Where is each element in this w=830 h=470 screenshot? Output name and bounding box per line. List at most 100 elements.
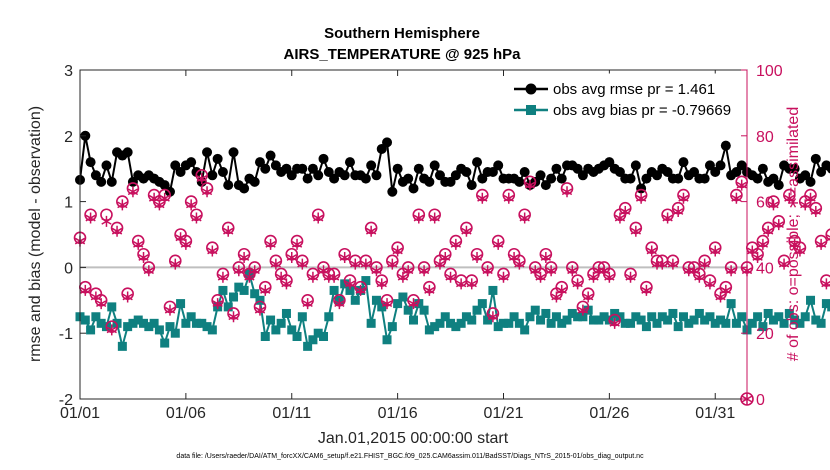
obs-assimilated-point bbox=[366, 225, 377, 237]
obs-assimilated-point bbox=[635, 192, 647, 204]
bias-point bbox=[774, 312, 784, 322]
legend-label-bias: obs avg bias pr = -0.79669 bbox=[553, 102, 731, 119]
bias-point bbox=[271, 325, 281, 335]
rmse-point bbox=[789, 163, 800, 174]
obs-assimilated-point bbox=[662, 212, 673, 224]
bias-point bbox=[498, 318, 508, 328]
y-tick-label: 1 bbox=[64, 195, 73, 212]
bias-point bbox=[657, 312, 667, 322]
obs-assimilated-point bbox=[567, 265, 578, 277]
bias-point bbox=[424, 325, 434, 335]
x-axis-label: Jan.01,2015 00:00:00 start bbox=[318, 430, 509, 447]
obs-assimilated-point bbox=[810, 205, 821, 217]
bias-point bbox=[324, 312, 334, 322]
bias-point bbox=[292, 331, 302, 341]
obs-assimilated-point bbox=[360, 258, 371, 270]
bias-point bbox=[673, 322, 683, 332]
x-tick-label: 01/16 bbox=[378, 405, 418, 422]
obs-assimilated-point bbox=[334, 298, 345, 310]
bias-point bbox=[684, 318, 694, 328]
obs-assimilated-point bbox=[530, 265, 541, 277]
bias-point bbox=[197, 318, 207, 328]
bias-point bbox=[636, 315, 646, 325]
obs-assimilated-point bbox=[143, 265, 154, 277]
bias-point bbox=[758, 322, 768, 332]
y-right-tick-label: 0 bbox=[756, 392, 765, 409]
obs-assimilated-point bbox=[487, 311, 499, 323]
obs-assimilated-point bbox=[461, 225, 472, 237]
y-right-tick-label: 40 bbox=[756, 260, 774, 277]
obs-assimilated-point bbox=[715, 291, 726, 303]
obs-assimilated-point bbox=[768, 199, 779, 211]
obs-assimilated-point bbox=[307, 271, 319, 283]
bias-point bbox=[594, 315, 604, 325]
obs-assimilated-point bbox=[429, 212, 440, 224]
obs-assimilated-point bbox=[434, 258, 446, 270]
bias-point bbox=[678, 312, 688, 322]
obs-assimilated-point bbox=[551, 291, 562, 303]
obs-assimilated-point bbox=[694, 271, 705, 283]
obs-assimilated-point bbox=[397, 271, 409, 283]
y-axis-left: -2 -1 0 1 2 3 bbox=[59, 63, 86, 409]
bias-point bbox=[80, 315, 90, 325]
bias-point bbox=[287, 325, 297, 335]
rmse-point bbox=[715, 160, 726, 171]
rmse-point bbox=[239, 183, 250, 194]
bias-point bbox=[260, 331, 270, 341]
obs-assimilated-point bbox=[339, 252, 350, 264]
rmse-point bbox=[360, 173, 371, 184]
obs-assimilated-point bbox=[186, 199, 197, 211]
obs-assimilated-point bbox=[736, 179, 747, 191]
obs-assimilated-point bbox=[175, 232, 186, 244]
rmse-point bbox=[636, 183, 647, 194]
obs-assimilated-point bbox=[752, 252, 763, 264]
bias-point bbox=[446, 318, 456, 328]
obs-assimilated-point bbox=[456, 278, 467, 290]
bias-point bbox=[567, 308, 577, 318]
bias-point bbox=[117, 341, 127, 351]
bias-point bbox=[160, 338, 170, 348]
obs-assimilated-point bbox=[471, 252, 483, 264]
y-tick-label: -2 bbox=[59, 392, 73, 409]
bias-point bbox=[467, 315, 477, 325]
y-right-tick-label: 60 bbox=[756, 195, 774, 212]
bias-point bbox=[663, 315, 673, 325]
bias-point bbox=[234, 282, 244, 292]
obs-assimilated-point bbox=[778, 258, 790, 270]
rmse-point bbox=[403, 173, 414, 184]
bias-point bbox=[557, 318, 567, 328]
obs-assimilated-point bbox=[413, 212, 424, 224]
bias-point bbox=[297, 312, 307, 322]
rmse-point bbox=[212, 153, 223, 164]
bias-point bbox=[472, 305, 482, 315]
obs-assimilated-point bbox=[207, 245, 218, 257]
bias-point bbox=[308, 335, 318, 345]
obs-assimilated-point bbox=[630, 225, 641, 237]
obs-assimilated-point bbox=[111, 225, 123, 237]
rmse-point bbox=[413, 163, 424, 174]
obs-assimilated-point bbox=[90, 291, 102, 303]
obs-assimilated-point bbox=[508, 252, 520, 264]
rmse-point bbox=[371, 170, 382, 181]
obs-assimilated-point bbox=[524, 179, 536, 191]
obs-assimilated-point bbox=[482, 265, 493, 277]
rmse-point bbox=[546, 173, 557, 184]
bias-point bbox=[276, 318, 286, 328]
bias-point bbox=[694, 308, 704, 318]
x-tick-label: 01/21 bbox=[483, 405, 523, 422]
rmse-point bbox=[810, 153, 821, 164]
obs-assimilated-point bbox=[572, 278, 583, 290]
obs-assimilated-point bbox=[392, 245, 403, 257]
rmse-point bbox=[699, 173, 710, 184]
rmse-point bbox=[249, 176, 260, 187]
data-file-footer: data file: /Users/raeder/DAI/ATM_forcXX/… bbox=[176, 453, 644, 460]
rmse-point bbox=[429, 160, 440, 171]
bias-point bbox=[652, 318, 662, 328]
obs-assimilated-point bbox=[180, 238, 192, 250]
obs-assimilated-point bbox=[170, 258, 181, 270]
rmse-point bbox=[673, 173, 684, 184]
bias-point bbox=[546, 318, 556, 328]
rmse-point bbox=[207, 170, 218, 181]
bias-point bbox=[303, 341, 313, 351]
rmse-point bbox=[122, 147, 133, 158]
